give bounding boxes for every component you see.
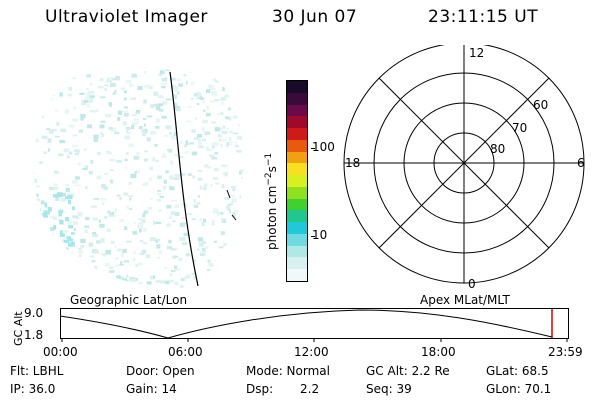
date-label: 30 Jun 07 xyxy=(272,7,358,27)
colorbar-segment xyxy=(287,92,307,105)
colorbar-segment xyxy=(287,233,307,246)
mlt-label-0: 0 xyxy=(468,277,476,290)
terminator-line xyxy=(169,71,199,287)
colorbar-tick-100: 100 xyxy=(312,140,335,154)
x-tick-0000: 00:00 xyxy=(43,345,78,359)
colorbar xyxy=(286,80,308,282)
colorbar-tick-mark xyxy=(311,236,315,237)
timeline-left-title: Geographic Lat/Lon xyxy=(70,293,188,307)
orbit-altitude-plot xyxy=(60,308,569,342)
mlat-label-60: 60 xyxy=(533,98,548,112)
filter-info: Flt: LBHL xyxy=(10,364,64,378)
colorbar-segment xyxy=(287,128,307,140)
colorbar-unit-label: photon cm−2s−1 xyxy=(264,152,279,250)
mlat-label-80: 80 xyxy=(490,142,505,156)
instrument-title: Ultraviolet Imager xyxy=(45,7,208,27)
mlt-label-18: 18 xyxy=(345,156,360,170)
x-tick-0600: 06:00 xyxy=(168,345,203,359)
gain-info: Gain: 14 xyxy=(126,382,177,396)
mlat-label-70: 70 xyxy=(512,121,527,135)
dsp-value: 2.2 xyxy=(300,382,320,396)
glat-info: GLat: 68.5 xyxy=(486,364,549,378)
colorbar-segment xyxy=(287,151,307,164)
ip-info: IP: 36.0 xyxy=(10,382,56,396)
colorbar-segment xyxy=(287,175,307,187)
colorbar-segment xyxy=(287,198,307,211)
x-tick-1800: 18:00 xyxy=(421,345,456,359)
mlt-label-12: 12 xyxy=(469,46,484,60)
mlt-label-6: 6 xyxy=(577,156,585,170)
glon-info: GLon: 70.1 xyxy=(486,382,552,396)
timeline-right-title: Apex MLat/MLT xyxy=(420,293,510,307)
time-label: 23:11:15 UT xyxy=(428,7,539,27)
door-info: Door: Open xyxy=(126,364,195,378)
coastline-mark xyxy=(226,189,237,221)
timeline-ytick-low: 1.8 xyxy=(24,328,44,342)
colorbar-segment xyxy=(287,139,307,152)
polar-grid-plot: 12 18 6 0 60 70 80 xyxy=(343,45,585,290)
colorbar-segment xyxy=(287,104,307,117)
colorbar-segment xyxy=(287,257,307,270)
x-tick-1200: 12:00 xyxy=(294,345,329,359)
geographic-image xyxy=(33,69,244,288)
uv-intensity-speckles xyxy=(33,69,244,288)
seq-info: Seq: 39 xyxy=(366,382,412,396)
colorbar-segment xyxy=(287,269,307,282)
colorbar-segment xyxy=(287,210,307,223)
colorbar-segment xyxy=(287,116,307,129)
colorbar-segment xyxy=(287,222,307,234)
colorbar-segment xyxy=(287,245,307,258)
colorbar-tick-mark xyxy=(311,148,315,149)
x-tick-2359: 23:59 xyxy=(548,345,583,359)
colorbar-segment xyxy=(287,163,307,176)
gc-alt-info: GC Alt: 2.2 Re xyxy=(366,364,450,378)
mode-info: Mode: Normal xyxy=(246,364,330,378)
polar-diagonal xyxy=(378,77,550,249)
colorbar-segment xyxy=(287,186,307,199)
altitude-curve xyxy=(60,309,553,339)
timeline-ytick-high: 9.0 xyxy=(24,306,44,320)
dsp-label: Dsp: xyxy=(246,382,274,396)
colorbar-segment xyxy=(287,81,307,93)
colorbar-tick-10: 10 xyxy=(312,228,328,242)
